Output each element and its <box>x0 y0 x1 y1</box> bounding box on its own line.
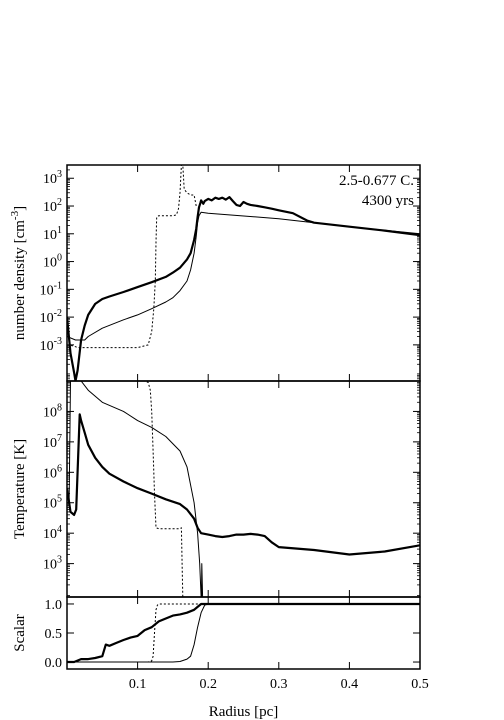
temperature-dotted-line <box>67 381 184 597</box>
y-tick-label: 106 <box>43 463 62 481</box>
y-tick-label: 103 <box>43 169 62 187</box>
y-tick-label: 10-2 <box>40 308 62 326</box>
scalar-frame <box>66 596 421 670</box>
x-tick-label: 0.3 <box>270 677 288 692</box>
y-tick-label: 10-1 <box>40 280 62 298</box>
density-panel: 103 102 101 100 10-1 10-2 10-3 number density [… <box>9 164 421 382</box>
y-tick-label: 0.5 <box>45 627 63 642</box>
temperature-thin-line <box>67 381 420 597</box>
scalar-series <box>67 602 420 664</box>
y-tick-label: 10-3 <box>40 336 62 354</box>
y-tick-label: 105 <box>43 494 62 512</box>
x-tick-label: 0.5 <box>411 677 429 692</box>
x-tick-label: 0.1 <box>129 677 147 692</box>
scalar-panel: 1.0 0.5 0.0 0.1 0.2 0.3 0.4 0.5 Scalar Radius [pc… <box>12 596 429 720</box>
density-thin-line <box>67 211 420 341</box>
density-series <box>67 165 420 381</box>
scalar-y-axis-label: Scalar <box>12 614 28 651</box>
density-y-axis-label: number density [cm-3] <box>9 206 28 340</box>
x-axis-label: Radius [pc] <box>209 704 279 720</box>
y-tick-label: 107 <box>43 433 62 451</box>
temperature-series <box>67 381 420 597</box>
y-tick-label: 101 <box>43 225 62 243</box>
temperature-frame <box>66 380 421 598</box>
scalar-thin-line <box>67 603 420 663</box>
scalar-thick-line <box>67 602 420 664</box>
y-tick-label: 103 <box>43 555 62 573</box>
scalar-dotted-line <box>67 603 420 663</box>
y-tick-label: 1.0 <box>45 598 63 613</box>
y-tick-label: 102 <box>43 197 62 215</box>
annotation-line: 4300 yrs <box>362 193 414 209</box>
y-tick-label: 0.0 <box>45 656 63 671</box>
annotation-line: 2.5-0.677 C. <box>339 173 414 189</box>
y-tick-label: 100 <box>43 253 62 271</box>
x-tick-label: 0.2 <box>199 677 217 692</box>
y-tick-label: 108 <box>43 402 62 420</box>
density-dotted-line <box>67 165 197 349</box>
temperature-panel: 108 107 106 105 104 103 Temperature [K] <box>12 380 421 598</box>
temperature-thick-line <box>67 413 420 556</box>
x-tick-label: 0.4 <box>341 677 359 692</box>
y-tick-label: 104 <box>43 524 62 542</box>
density-thick-line <box>67 196 420 381</box>
temperature-y-axis-label: Temperature [K] <box>12 439 28 539</box>
panels: 103 102 101 100 10-1 10-2 10-3 number density [… <box>9 164 429 720</box>
